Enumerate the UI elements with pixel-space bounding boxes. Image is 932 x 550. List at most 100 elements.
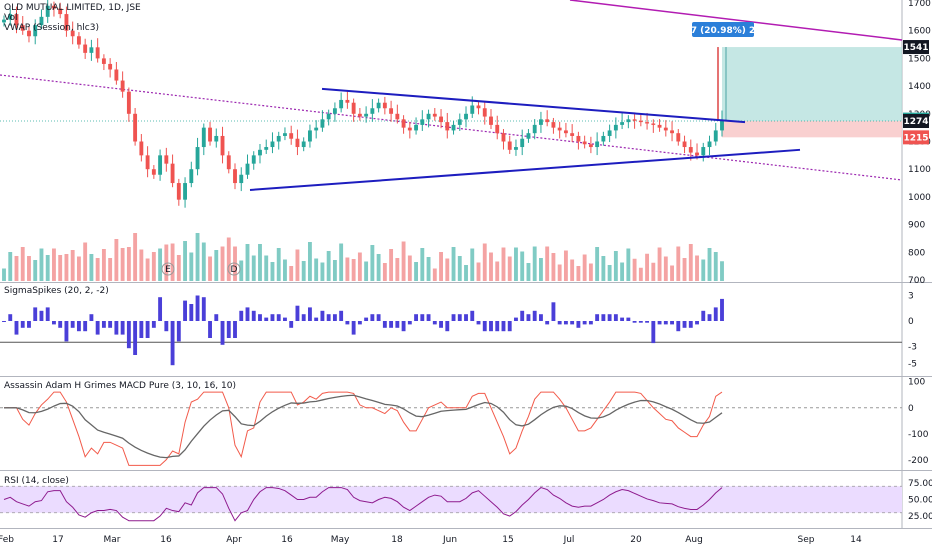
volume-bar xyxy=(613,251,618,281)
volume-bar xyxy=(563,250,568,281)
measure-badge xyxy=(692,22,754,37)
candle-body xyxy=(20,25,25,31)
candle-body xyxy=(364,113,369,117)
volume-bar xyxy=(151,252,156,281)
candle-body xyxy=(514,147,518,150)
volume-bar xyxy=(445,258,450,281)
volume-bar xyxy=(158,248,163,281)
price-axis-tick: 1100 xyxy=(908,165,931,175)
sigma-bar xyxy=(226,321,231,338)
sigma-bar xyxy=(201,297,206,321)
price-badge xyxy=(903,130,929,145)
candle-body xyxy=(588,144,593,148)
sigma-bar xyxy=(139,321,144,338)
volume-bar xyxy=(645,253,650,281)
volume-bar xyxy=(482,243,487,281)
candle-body xyxy=(76,36,81,45)
sigma-bar xyxy=(401,321,406,332)
sigma-bar xyxy=(27,321,31,328)
volume-bar xyxy=(339,243,344,281)
candle-body xyxy=(613,124,618,131)
candle-body xyxy=(208,127,212,142)
candle-body xyxy=(8,14,13,20)
candle-body xyxy=(632,119,637,121)
candle-body xyxy=(476,105,481,109)
sigma-bar xyxy=(326,314,331,321)
candle-body xyxy=(713,130,718,142)
sigma-bar xyxy=(701,310,706,321)
sigma-bar xyxy=(151,321,156,328)
candle-body xyxy=(439,116,443,123)
volume-bar xyxy=(52,248,56,281)
macd-legend[interactable]: Assassin Adam H Grimes MACD Pure (3, 10,… xyxy=(4,381,236,391)
volume-bar xyxy=(439,252,443,281)
sigma-bar xyxy=(451,314,456,321)
candle-body xyxy=(151,169,156,175)
time-axis-tick: Mar xyxy=(104,535,121,545)
candle-body xyxy=(170,163,175,184)
sigma-bar xyxy=(170,321,175,366)
volume-bar xyxy=(495,261,500,281)
candle-body xyxy=(451,124,456,131)
candle-body xyxy=(601,135,606,142)
sigma-bar xyxy=(532,310,537,321)
volume-bar xyxy=(220,246,225,281)
rsi-axis-tick: 25.00 xyxy=(908,512,932,522)
symbol-title[interactable]: OLD MUTUAL LIMITED, 1D, JSE xyxy=(4,3,141,13)
candle-body xyxy=(158,155,163,175)
candle-body xyxy=(145,155,150,170)
sigma-bar xyxy=(545,321,550,325)
sigma-bar xyxy=(445,321,450,332)
time-axis-tick: 20 xyxy=(630,535,642,545)
rsi-legend[interactable]: RSI (14, close) xyxy=(4,476,69,486)
macd-legend-text: Assassin Adam H Grimes MACD Pure (3, 10,… xyxy=(4,381,236,391)
candle-body xyxy=(164,155,169,164)
price-badge-label: 1274 xyxy=(903,117,928,127)
sigma-bar xyxy=(314,317,319,321)
candle-body xyxy=(507,141,512,150)
sigma-bar xyxy=(95,321,100,335)
macd-axis-tick: -200 xyxy=(908,456,929,466)
candle-body xyxy=(501,133,506,142)
volume-bar xyxy=(295,249,300,281)
candle-body xyxy=(595,141,600,148)
volume-bar xyxy=(2,268,6,281)
volume-bar xyxy=(370,245,375,281)
candle-body xyxy=(657,124,662,128)
support-trendline xyxy=(249,148,801,191)
volume-bar xyxy=(432,268,437,281)
candle-body xyxy=(414,124,419,131)
sigma-bar xyxy=(108,321,113,328)
volume-bar xyxy=(176,255,181,281)
sigma-bar xyxy=(251,310,256,321)
candle-body xyxy=(314,127,319,131)
sigma-bar xyxy=(2,321,6,322)
sigma-bar xyxy=(713,307,718,321)
time-axis-tick: Apr xyxy=(226,535,242,545)
price-badge-label: 1215 xyxy=(903,133,928,143)
volume-bar xyxy=(264,255,269,281)
candle-body xyxy=(270,141,275,148)
macd-axis-tick: 0 xyxy=(908,404,914,414)
sigma-legend[interactable]: SigmaSpikes (20, 2, -2) xyxy=(4,286,109,296)
vwap-label[interactable]: VWAP (Session, hlc3) xyxy=(4,23,99,33)
volume-bar xyxy=(183,241,187,281)
volume-bar xyxy=(20,247,25,281)
sigma-bar xyxy=(720,298,724,321)
volume-label[interactable]: Vol xyxy=(4,13,18,23)
volume-bar xyxy=(626,248,631,281)
time-axis-tick: Sep xyxy=(798,535,815,545)
volume-bar xyxy=(64,254,69,281)
candle-body xyxy=(214,135,219,142)
time-axis-tick: Feb xyxy=(0,535,14,545)
sigma-bar xyxy=(89,314,94,321)
volume-bar xyxy=(420,248,425,281)
volume-bar xyxy=(289,266,294,281)
sigma-bar xyxy=(14,321,19,335)
sigma-bar xyxy=(632,321,637,323)
sigma-bar xyxy=(158,297,163,321)
volume-bar xyxy=(233,246,237,281)
volume-bar xyxy=(382,263,387,281)
event-marker-circle xyxy=(161,262,175,276)
